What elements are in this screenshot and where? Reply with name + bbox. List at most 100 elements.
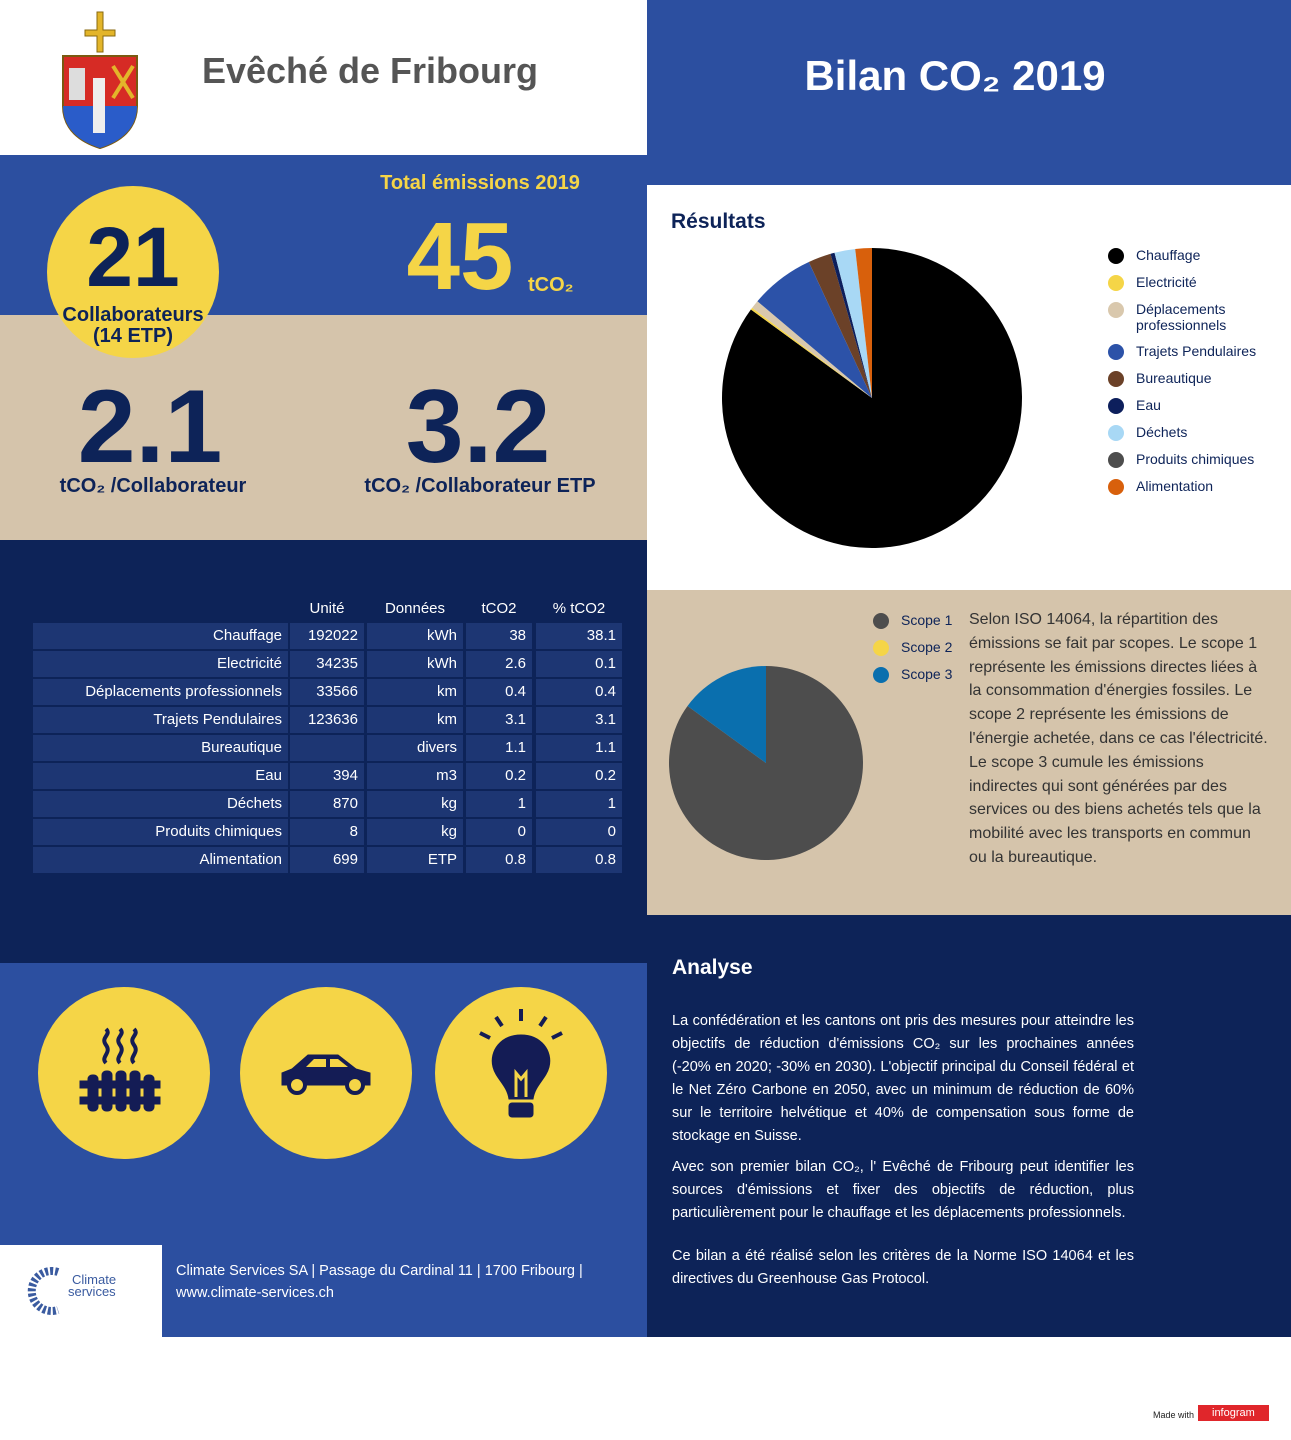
- legend-label: Déchets: [1136, 424, 1188, 440]
- legend-swatch: [873, 640, 889, 656]
- table-cell: kWh: [367, 623, 463, 649]
- legend-label: Déplacements professionnels: [1136, 301, 1227, 333]
- table-cell: 699: [290, 847, 364, 873]
- table-cell: Electricité: [33, 651, 288, 677]
- icons: [38, 987, 607, 1159]
- legend-item: Déchets: [1108, 424, 1268, 441]
- table-cell: Déchets: [33, 791, 288, 817]
- table-cell: km: [367, 679, 463, 705]
- legend-swatch: [1108, 425, 1124, 441]
- pie-slice: [808, 253, 872, 398]
- logo-box: [0, 1245, 162, 1337]
- table-cell: 33566: [290, 679, 364, 705]
- legend-label: Scope 2: [901, 639, 953, 655]
- employees-sublabel: (14 ETP): [92, 325, 174, 347]
- table-cell: Chauffage: [33, 623, 288, 649]
- legend-swatch: [1108, 452, 1124, 468]
- footer-company: Climate Services SA | Passage du Cardina…: [176, 1263, 583, 1279]
- coat-of-arms: [62, 11, 138, 150]
- table-cell: 38.1: [536, 623, 622, 649]
- legend-swatch: [1108, 275, 1124, 291]
- legend-item: Scope 3: [873, 666, 968, 683]
- employees-circle: [47, 186, 219, 358]
- legend-item: Chauffage: [1108, 247, 1268, 264]
- legend-label: Scope 1: [901, 612, 953, 628]
- total-unit: tCO₂: [528, 274, 574, 296]
- table-cell: 1: [536, 791, 622, 817]
- legend-swatch: [1108, 398, 1124, 414]
- legend-label: Bureautique: [1136, 370, 1212, 386]
- analysis-text: La confédération et les cantons ont pris…: [672, 1010, 1134, 1299]
- per-employee-label: tCO₂ /Collaborateur: [59, 475, 247, 497]
- pie-chart: [722, 248, 1022, 548]
- table-cell: 0.8: [466, 847, 532, 873]
- total-value: 45: [406, 203, 514, 310]
- climate-logo: Climate services: [27, 1267, 116, 1315]
- badge-text: Made with: [1153, 1410, 1195, 1420]
- badge-logo[interactable]: infogram: [1198, 1405, 1269, 1421]
- total-label: Total émissions 2019: [380, 172, 580, 194]
- table-cell: 0.8: [536, 847, 622, 873]
- legend-item: Electricité: [1108, 274, 1268, 291]
- legend-label: Alimentation: [1136, 478, 1214, 494]
- table-cell: 3.1: [466, 707, 532, 733]
- table-cell: 2.6: [466, 651, 532, 677]
- paragraph: Avec son premier bilan CO₂, l' Evêché de…: [672, 1159, 1134, 1221]
- chart-title: Résultats: [671, 210, 766, 233]
- title-band: [647, 0, 1291, 185]
- legend-item: Scope 2: [873, 639, 968, 656]
- table-cell: 0.4: [536, 679, 622, 705]
- legend-swatch: [1108, 344, 1124, 360]
- legend-item: Bureautique: [1108, 370, 1268, 387]
- table-cell: [290, 735, 364, 761]
- table-header: Données: [384, 600, 446, 617]
- legend: Chauffage Electricité Déplacements profess…: [1108, 247, 1268, 505]
- table-cell: 1.1: [466, 735, 532, 761]
- table-cell: 192022: [290, 623, 364, 649]
- per-fte-label: tCO₂ /Collaborateur ETP: [364, 475, 596, 497]
- table-cell: Trajets Pendulaires: [33, 707, 288, 733]
- scope-text: Selon ISO 14064, la répartition des émis…: [969, 611, 1268, 866]
- table-cell: divers: [367, 735, 463, 761]
- table-cell: 0: [536, 819, 622, 845]
- paragraph: La confédération et les cantons ont pris…: [672, 1013, 1134, 1144]
- scope-pie-chart: [669, 666, 863, 860]
- legend-item: Scope 1: [873, 612, 968, 629]
- table-cell: 38: [466, 623, 532, 649]
- employees-value: 21: [86, 210, 180, 304]
- table-cell: 8: [290, 819, 364, 845]
- pie-slice: [750, 307, 872, 398]
- legend-label: Trajets Pendulaires: [1136, 343, 1257, 359]
- table-cell: kWh: [367, 651, 463, 677]
- legend-swatch: [1108, 371, 1124, 387]
- employees-label: Collaborateurs: [62, 304, 204, 326]
- scope-legend: Scope 1 Scope 2 Scope 3: [873, 612, 968, 693]
- table-cell: 1.1: [536, 735, 622, 761]
- legend-swatch: [1108, 248, 1124, 264]
- pie-slice: [855, 248, 872, 398]
- table-cell: 870: [290, 791, 364, 817]
- logo-text: services: [68, 1284, 116, 1299]
- table-cell: 0: [466, 819, 532, 845]
- table-cell: kg: [367, 819, 463, 845]
- legend-label: Scope 3: [901, 666, 953, 682]
- pie-slice: [757, 261, 872, 398]
- table-cell: 1: [466, 791, 532, 817]
- table-cell: Produits chimiques: [33, 819, 288, 845]
- legend-label: Produits chimiques: [1136, 451, 1255, 467]
- legend-swatch: [1108, 479, 1124, 495]
- table-cell: kg: [367, 791, 463, 817]
- table-cell: ETP: [367, 847, 463, 873]
- footer-website[interactable]: www.climate-services.ch: [176, 1285, 334, 1301]
- pie-slice: [752, 301, 872, 398]
- per-fte-value: 3.2: [405, 369, 551, 485]
- table-cell: 0.2: [536, 763, 622, 789]
- table-cell: 123636: [290, 707, 364, 733]
- pie-slice: [830, 252, 872, 398]
- legend-item: Produits chimiques: [1108, 451, 1268, 468]
- table-cell: Déplacements professionnels: [33, 679, 288, 705]
- legend-label: Chauffage: [1136, 247, 1201, 263]
- analysis-band: [647, 915, 1291, 1337]
- legend-item: Trajets Pendulaires: [1108, 343, 1268, 360]
